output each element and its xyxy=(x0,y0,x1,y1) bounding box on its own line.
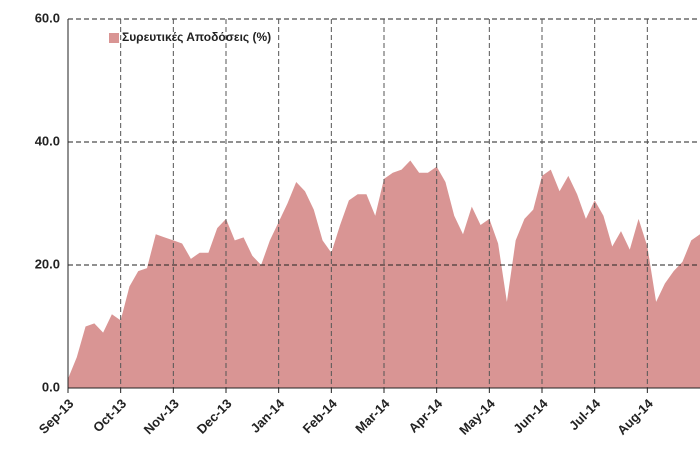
x-tick-label: May-14 xyxy=(456,395,498,437)
x-tick-label: Jun-14 xyxy=(510,395,551,436)
x-tick-label: Aug-14 xyxy=(614,395,656,437)
x-tick-label: Feb-14 xyxy=(300,395,341,436)
legend: Συρευτικές Αποδόσεις (%) xyxy=(109,30,271,44)
x-tick-label: Jan-14 xyxy=(247,395,287,435)
x-tick-label: Sep-13 xyxy=(36,396,77,437)
legend-label: Συρευτικές Αποδόσεις (%) xyxy=(122,30,271,44)
x-tick-label: Apr-14 xyxy=(405,395,445,435)
x-tick-label: Nov-13 xyxy=(141,396,182,437)
y-tick-label: 40.0 xyxy=(35,133,60,148)
x-tick-label: Mar-14 xyxy=(352,395,393,436)
y-tick-label: 20.0 xyxy=(35,256,60,271)
y-tick-label: 0.0 xyxy=(42,379,60,394)
y-tick-label: 60.0 xyxy=(35,10,60,25)
area xyxy=(68,160,700,388)
x-tick-label: Oct-13 xyxy=(90,396,129,435)
x-tick-label: Jul-14 xyxy=(566,395,604,433)
x-tick-label: Dec-13 xyxy=(194,396,235,437)
legend-swatch xyxy=(109,33,119,43)
